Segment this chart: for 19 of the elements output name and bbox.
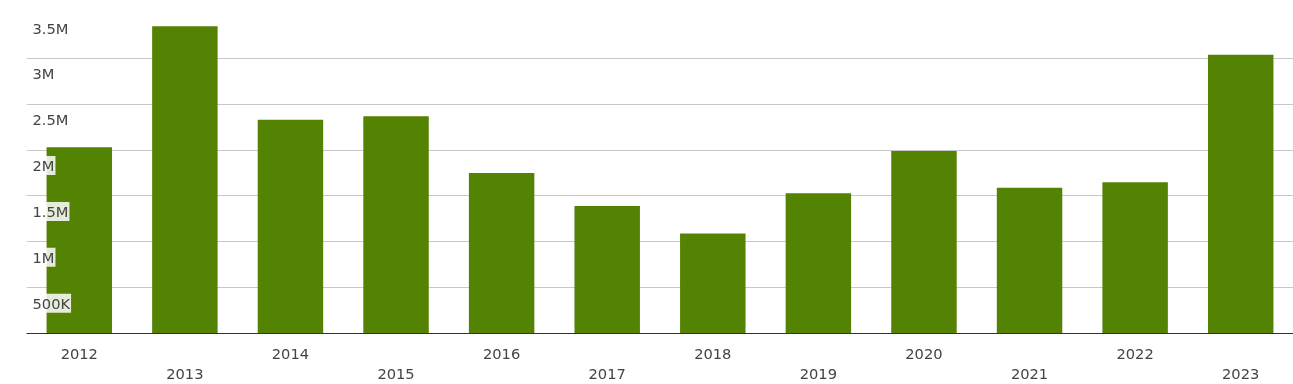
y-tick-label: 2M	[32, 157, 55, 175]
x-tick-label: 2013	[166, 364, 204, 382]
x-tick-label: 2012	[60, 344, 98, 362]
x-tick-label: 2014	[271, 344, 310, 362]
y-tick-label: 3M	[32, 65, 55, 83]
x-tick-label: 2019	[799, 364, 838, 382]
y-tick-label: 3.5M	[32, 19, 69, 37]
y-tick-label: 1.5M	[32, 202, 69, 220]
x-tick-label: 2017	[588, 364, 626, 382]
x-tick-label: 2018	[694, 344, 732, 362]
y-tick-label: 1M	[32, 248, 55, 266]
y-tick-label: 500K	[32, 294, 71, 312]
x-tick-label: 2015	[377, 364, 415, 382]
x-tick-label: 2021	[1010, 364, 1049, 382]
x-tick-label: 2020	[905, 344, 943, 362]
y-tick-label: 2.5M	[32, 111, 69, 129]
x-tick-label: 2022	[1116, 344, 1154, 362]
x-tick-label: 2016	[482, 344, 521, 362]
x-tick-label: 2023	[1222, 364, 1260, 382]
